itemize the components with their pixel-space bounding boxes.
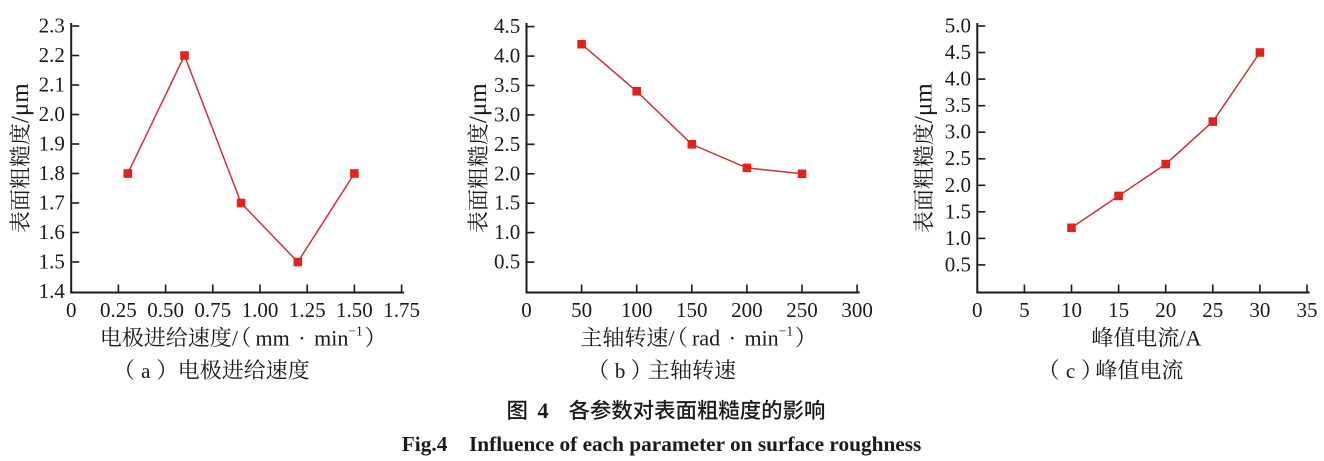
svg-text:4.0: 4.0 — [494, 44, 520, 68]
svg-text:0: 0 — [521, 298, 532, 322]
svg-text:25: 25 — [1202, 298, 1223, 322]
svg-text:300: 300 — [841, 298, 873, 322]
svg-text:/μm: /μm — [7, 83, 34, 123]
svg-text:1.9: 1.9 — [39, 132, 65, 156]
svg-text:2.5: 2.5 — [945, 146, 971, 170]
svg-text:/: / — [232, 325, 239, 350]
svg-text:1.25: 1.25 — [289, 298, 326, 322]
svg-text:2.3: 2.3 — [39, 14, 65, 38]
svg-text:1.75: 1.75 — [383, 298, 420, 322]
svg-text:0.75: 0.75 — [194, 298, 231, 322]
svg-text:mm: mm — [256, 325, 290, 350]
svg-text:b: b — [615, 359, 626, 383]
svg-text:c: c — [1066, 359, 1075, 383]
svg-text:1.7: 1.7 — [39, 191, 65, 215]
svg-text:2.0: 2.0 — [494, 161, 520, 185]
svg-text:0.25: 0.25 — [100, 298, 137, 322]
svg-text:1.50: 1.50 — [336, 298, 373, 322]
svg-text:a: a — [141, 359, 151, 383]
svg-text:·: · — [729, 325, 736, 350]
svg-text:1.5: 1.5 — [39, 250, 65, 274]
svg-text:2.0: 2.0 — [39, 102, 65, 126]
svg-text:200: 200 — [731, 298, 763, 322]
svg-text:Influence of each parameter on: Influence of each parameter on surface r… — [469, 432, 921, 456]
svg-text:1.0: 1.0 — [945, 226, 971, 250]
svg-text:250: 250 — [786, 298, 818, 322]
svg-text:4.5: 4.5 — [494, 14, 520, 38]
svg-text:50: 50 — [571, 298, 592, 322]
svg-text:0.50: 0.50 — [147, 298, 184, 322]
svg-text:/μm: /μm — [465, 83, 492, 123]
svg-text:2.1: 2.1 — [39, 73, 65, 97]
svg-text:35: 35 — [1297, 298, 1318, 322]
svg-text:20: 20 — [1155, 298, 1176, 322]
svg-text:4.0: 4.0 — [945, 67, 971, 91]
svg-text:·: · — [298, 325, 305, 350]
svg-text:2.2: 2.2 — [39, 43, 65, 67]
svg-text:1.00: 1.00 — [242, 298, 279, 322]
svg-text:3.5: 3.5 — [494, 73, 520, 97]
svg-text:1.8: 1.8 — [39, 161, 65, 185]
svg-text:3.0: 3.0 — [494, 102, 520, 126]
svg-text:−1: −1 — [779, 323, 793, 338]
svg-text:2.5: 2.5 — [494, 132, 520, 156]
svg-text:0.5: 0.5 — [945, 252, 971, 276]
svg-text:Fig.4: Fig.4 — [402, 432, 448, 456]
svg-text:/μm: /μm — [911, 83, 938, 123]
svg-text:1.5: 1.5 — [945, 199, 971, 223]
svg-text:1.0: 1.0 — [494, 220, 520, 244]
svg-text:10: 10 — [1061, 298, 1082, 322]
svg-text:1.5: 1.5 — [494, 191, 520, 215]
svg-text:1.6: 1.6 — [39, 220, 65, 244]
svg-text:min: min — [744, 325, 778, 350]
svg-text:0: 0 — [972, 298, 983, 322]
svg-text:4: 4 — [538, 398, 549, 423]
svg-text:5: 5 — [1019, 298, 1030, 322]
svg-text:100: 100 — [621, 298, 653, 322]
svg-text:−1: −1 — [348, 323, 362, 338]
svg-text:rad: rad — [692, 325, 720, 350]
svg-text:1.4: 1.4 — [39, 279, 66, 303]
svg-text:3.0: 3.0 — [945, 120, 971, 144]
svg-text:30: 30 — [1249, 298, 1270, 322]
svg-text:min: min — [314, 325, 348, 350]
svg-text:2.0: 2.0 — [945, 173, 971, 197]
svg-text:0: 0 — [66, 298, 77, 322]
svg-text:/A: /A — [1179, 325, 1201, 350]
svg-text:5.0: 5.0 — [945, 14, 971, 38]
svg-text:0.5: 0.5 — [494, 250, 520, 274]
svg-text:15: 15 — [1108, 298, 1129, 322]
svg-text:150: 150 — [676, 298, 708, 322]
svg-text:4.5: 4.5 — [945, 40, 971, 64]
svg-text:/: / — [668, 325, 675, 350]
svg-text:3.5: 3.5 — [945, 93, 971, 117]
